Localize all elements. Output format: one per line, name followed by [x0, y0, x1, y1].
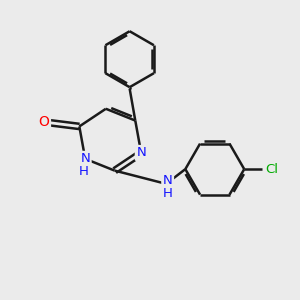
Text: H: H [163, 187, 172, 200]
Text: N: N [163, 174, 172, 188]
Text: H: H [79, 165, 89, 178]
Text: Cl: Cl [266, 163, 279, 176]
Text: O: O [39, 115, 50, 129]
Text: N: N [80, 152, 90, 165]
Text: N: N [136, 146, 146, 159]
